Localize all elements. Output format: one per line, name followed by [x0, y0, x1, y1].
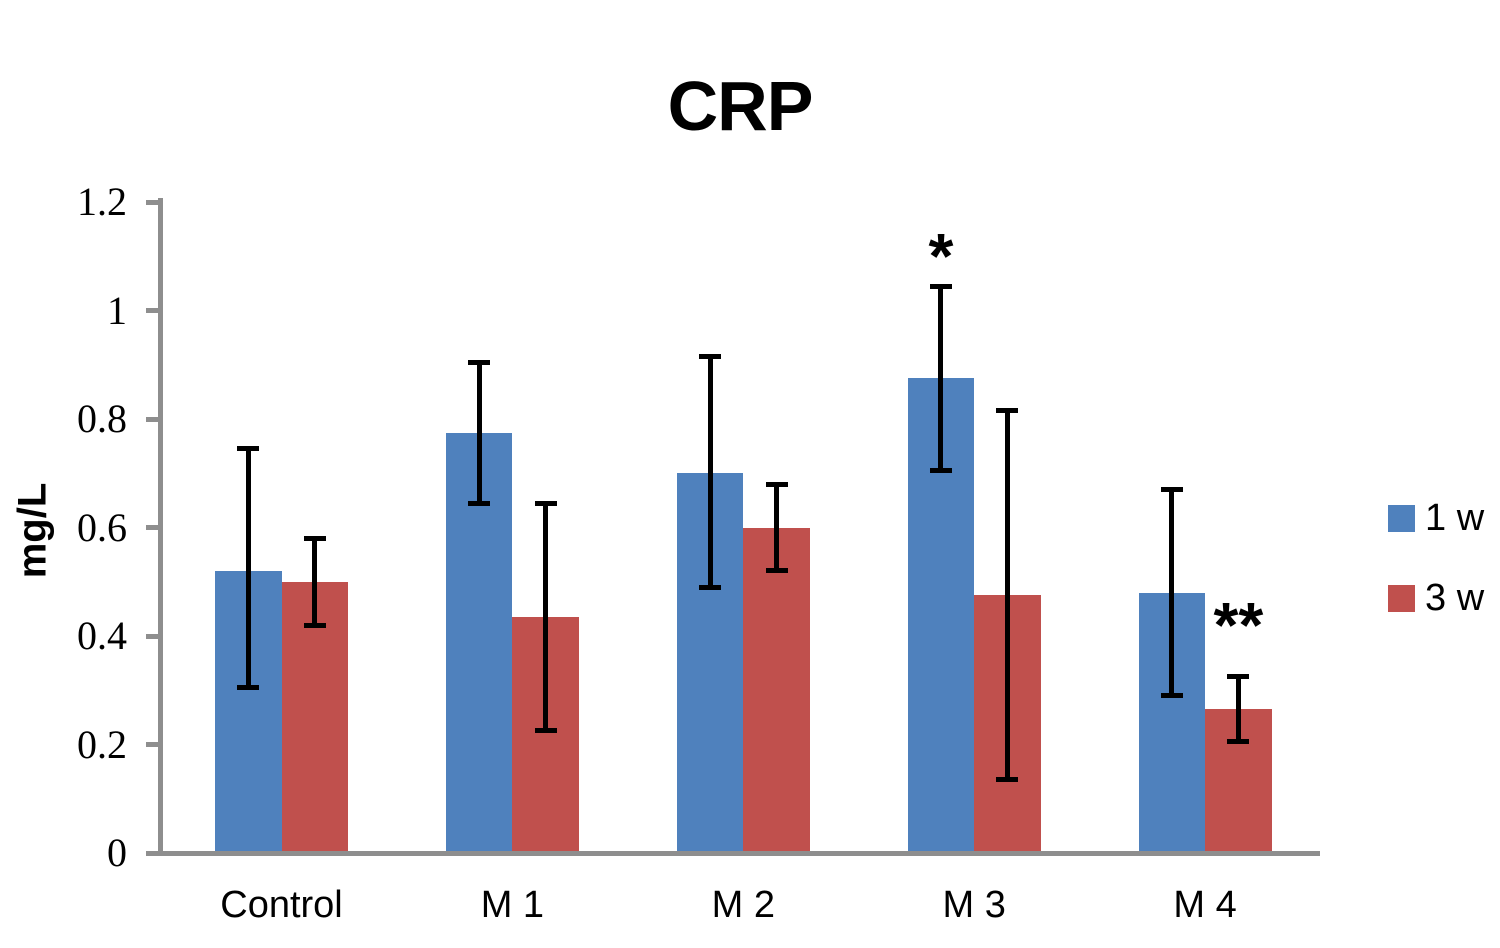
annotation-star-m3: * — [928, 220, 954, 293]
errorbar-m2-1w — [707, 356, 713, 588]
errorbar-cap-top-m3-3w — [996, 408, 1019, 414]
errorbar-cap-bottom-m3-1w — [929, 468, 952, 474]
ytick-label-0.8: 0.8 — [77, 396, 127, 441]
errorbar-m2-3w — [774, 484, 780, 571]
ytick-mark-0.4 — [146, 633, 163, 639]
errorbar-m4-3w — [1235, 676, 1241, 742]
errorbar-control-3w — [312, 538, 318, 626]
errorbar-cap-top-m4-3w — [1227, 674, 1250, 680]
errorbar-cap-bottom-m4-1w — [1160, 693, 1183, 699]
errorbar-control-1w — [245, 448, 251, 688]
ytick-mark-0.8 — [146, 416, 163, 422]
x-axis-line — [146, 851, 1320, 856]
errorbar-cap-top-control-3w — [303, 535, 326, 541]
errorbar-m3-1w — [938, 286, 944, 471]
ytick-mark-0.6 — [146, 525, 163, 530]
errorbar-cap-bottom-control-3w — [303, 622, 326, 628]
legend-swatch-3w — [1388, 584, 1415, 612]
errorbar-cap-bottom-m2-3w — [765, 568, 788, 574]
legend-label-1w: 1 w — [1425, 497, 1485, 539]
errorbar-cap-bottom-m1-3w — [534, 728, 557, 734]
errorbar-cap-bottom-m3-3w — [996, 777, 1019, 783]
legend-swatch-1w — [1388, 504, 1415, 532]
errorbar-cap-bottom-control-1w — [237, 685, 260, 691]
errorbar-m1-1w — [476, 362, 482, 504]
ytick-mark-1 — [146, 308, 163, 313]
ytick-mark-0 — [146, 850, 163, 856]
errorbar-cap-bottom-m1-1w — [468, 500, 491, 506]
errorbar-cap-top-m1-3w — [534, 500, 557, 506]
ytick-label-0.2: 0.2 — [77, 721, 127, 767]
annotation-double-star-m4: ** — [1213, 589, 1264, 662]
chart-title: CRP — [667, 67, 814, 145]
errorbar-m3-3w — [1004, 410, 1010, 780]
xlabel-m2: M 2 — [711, 884, 775, 926]
ytick-mark-0.2 — [146, 742, 163, 747]
errorbar-cap-top-control-1w — [237, 446, 260, 452]
xlabel-m1: M 1 — [480, 884, 545, 926]
xlabel-m4: M 4 — [1173, 884, 1237, 926]
errorbar-m1-3w — [543, 503, 549, 731]
ytick-label-0: 0 — [107, 830, 127, 875]
errorbar-m4-1w — [1169, 489, 1175, 696]
xlabel-m3: M 3 — [942, 884, 1006, 926]
errorbar-cap-bottom-m2-1w — [699, 584, 722, 590]
bar-m2-3w — [743, 527, 810, 855]
ytick-label-0.6: 0.6 — [77, 504, 127, 550]
legend-label-3w: 3 w — [1425, 577, 1485, 619]
ytick-label-1.2: 1.2 — [77, 179, 127, 224]
errorbar-cap-top-m4-1w — [1160, 487, 1183, 493]
ytick-mark-1.2 — [146, 199, 163, 205]
errorbar-cap-top-m1-1w — [468, 359, 491, 365]
errorbar-cap-top-m2-1w — [699, 354, 722, 360]
errorbar-cap-top-m2-3w — [765, 481, 788, 487]
errorbar-cap-top-m3-1w — [929, 283, 952, 289]
ytick-label-0.4: 0.4 — [77, 613, 127, 658]
ytick-label-1: 1 — [107, 287, 127, 333]
xlabel-control: Control — [220, 884, 343, 926]
errorbar-cap-bottom-m4-3w — [1227, 739, 1250, 745]
